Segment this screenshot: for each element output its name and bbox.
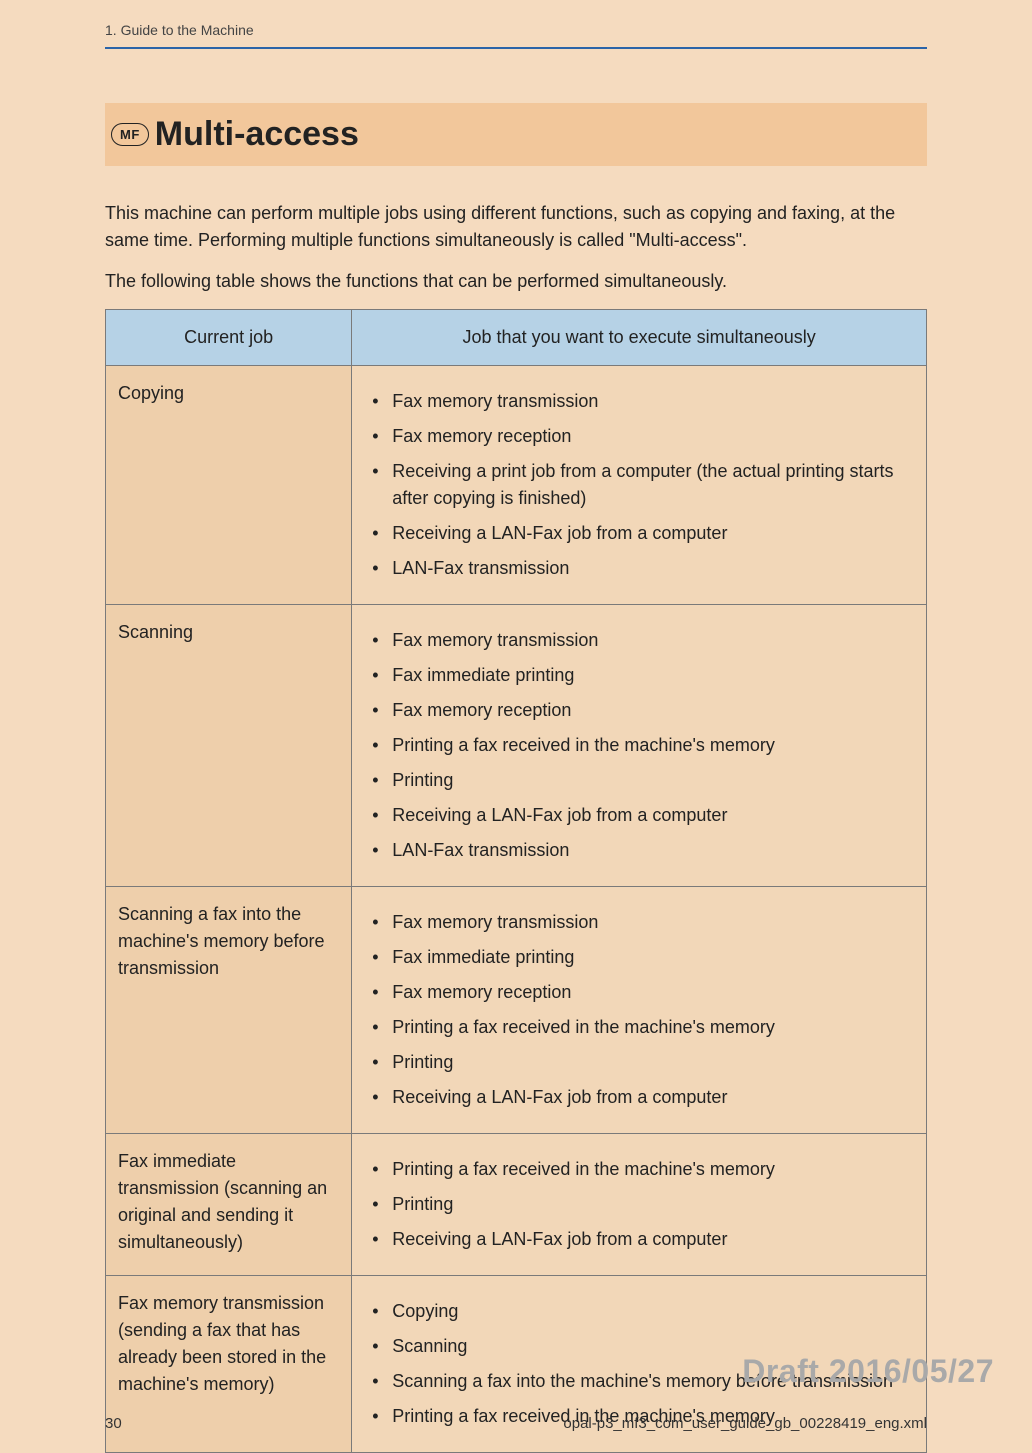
job-list: Fax memory transmission Fax memory recept…: [364, 388, 914, 582]
job-list-item: Fax memory reception: [372, 979, 914, 1006]
job-list-item: Printing: [372, 767, 914, 794]
mf-badge-icon: MF: [111, 123, 149, 147]
job-list-item: Fax memory transmission: [372, 627, 914, 654]
job-list-item: Fax memory reception: [372, 697, 914, 724]
job-list-item: Fax memory transmission: [372, 909, 914, 936]
job-list-item: Fax immediate printing: [372, 944, 914, 971]
job-list-item: Receiving a LAN-Fax job from a computer: [372, 520, 914, 547]
job-list-item: Printing: [372, 1049, 914, 1076]
table-header-simultaneous-job: Job that you want to execute simultaneou…: [352, 310, 927, 366]
table-row: Fax immediate transmission (scanning an …: [106, 1134, 927, 1276]
intro-paragraph-1: This machine can perform multiple jobs u…: [105, 200, 927, 254]
job-list-item: Printing a fax received in the machine's…: [372, 732, 914, 759]
page: 1. Guide to the Machine 1 MF Multi-acces…: [0, 0, 1032, 1453]
table-header-current-job: Current job: [106, 310, 352, 366]
intro-paragraph-2: The following table shows the functions …: [105, 268, 927, 295]
current-job-cell: Copying: [106, 366, 352, 605]
job-list-item: Receiving a LAN-Fax job from a computer: [372, 802, 914, 829]
source-file-name: opal-p3_mf3_com_user_guide_gb_00228419_e…: [563, 1413, 927, 1436]
job-list-item: LAN-Fax transmission: [372, 837, 914, 864]
section-title-bar: MF Multi-access: [105, 103, 927, 166]
job-list-item: Fax memory transmission: [372, 388, 914, 415]
current-job-cell: Scanning: [106, 605, 352, 887]
multi-access-table: Current job Job that you want to execute…: [105, 309, 927, 1453]
table-row: Scanning Fax memory transmission Fax immed…: [106, 605, 927, 887]
job-list-item: Printing a fax received in the machine's…: [372, 1156, 914, 1183]
job-list-item: Printing a fax received in the machine's…: [372, 1014, 914, 1041]
current-job-cell: Scanning a fax into the machine's memory…: [106, 887, 352, 1134]
current-job-cell: Fax immediate transmission (scanning an …: [106, 1134, 352, 1276]
job-list-item: Receiving a LAN-Fax job from a computer: [372, 1226, 914, 1253]
job-list-item: Receiving a LAN-Fax job from a computer: [372, 1084, 914, 1111]
job-list-item: Printing: [372, 1191, 914, 1218]
intro-text: This machine can perform multiple jobs u…: [105, 200, 927, 295]
job-list: Printing a fax received in the machine's…: [364, 1156, 914, 1253]
draft-watermark: Draft 2016/05/27: [742, 1347, 994, 1395]
table-header-row: Current job Job that you want to execute…: [106, 310, 927, 366]
job-list: Fax memory transmission Fax immediate pri…: [364, 909, 914, 1111]
table-row: Scanning a fax into the machine's memory…: [106, 887, 927, 1134]
page-number: 30: [105, 1413, 122, 1436]
job-list-item: LAN-Fax transmission: [372, 555, 914, 582]
job-list-item: Fax immediate printing: [372, 662, 914, 689]
table-row: CopyingFax memory transmissionFax memory…: [106, 366, 927, 605]
simultaneous-jobs-cell: Fax memory transmission Fax immediate pri…: [352, 605, 927, 887]
job-list-item: Copying: [372, 1298, 914, 1325]
simultaneous-jobs-cell: Fax memory transmission Fax memory recept…: [352, 366, 927, 605]
job-list-item: Receiving a print job from a computer (t…: [372, 458, 914, 512]
simultaneous-jobs-cell: Fax memory transmission Fax immediate pri…: [352, 887, 927, 1134]
page-footer: 30 opal-p3_mf3_com_user_guide_gb_0022841…: [0, 1413, 1032, 1436]
simultaneous-jobs-cell: Printing a fax received in the machine's…: [352, 1134, 927, 1276]
running-head: 1. Guide to the Machine: [105, 20, 927, 49]
section-title: Multi-access: [155, 109, 359, 160]
job-list-item: Fax memory reception: [372, 423, 914, 450]
job-list: Fax memory transmission Fax immediate pri…: [364, 627, 914, 864]
